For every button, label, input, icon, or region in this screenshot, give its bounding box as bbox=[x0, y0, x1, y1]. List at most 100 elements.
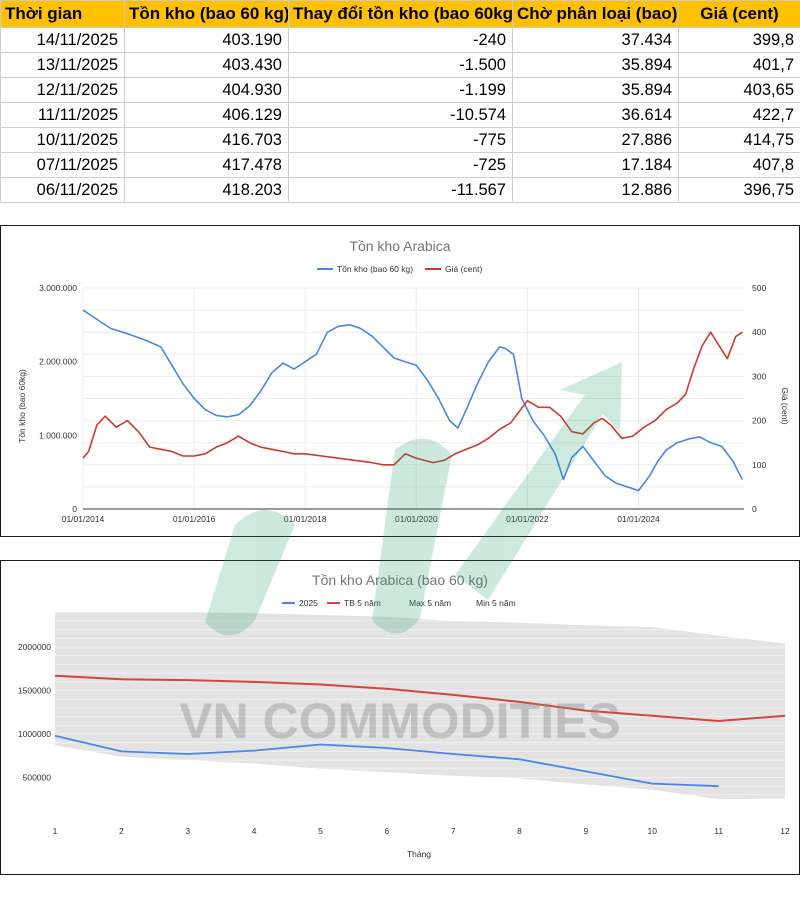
chart-2-x-axis-label: Tháng bbox=[407, 849, 431, 859]
y2-tick-label: 500 bbox=[752, 283, 766, 293]
table-row: 13/11/2025 403.430 -1.500 35.894 401,7 bbox=[0, 52, 800, 78]
x-tick-label: 01/01/2014 bbox=[62, 514, 105, 524]
chart-arabica-seasonal: Tồn kho Arabica (bao 60 kg) 2025 TB 5 nă… bbox=[0, 560, 800, 875]
cell-price: 407,8 bbox=[678, 152, 800, 178]
header-time: Thời gian bbox=[0, 0, 125, 28]
x-tick-label: 9 bbox=[584, 826, 589, 836]
cell-pending: 17.184 bbox=[512, 152, 679, 178]
series-line-5yr-avg bbox=[54, 674, 786, 722]
cell-price: 401,7 bbox=[678, 52, 800, 78]
series-line-stock bbox=[82, 309, 744, 492]
cell-stock: 404.930 bbox=[124, 77, 289, 103]
x-tick-label: 01/01/2020 bbox=[395, 514, 438, 524]
table-row: 07/11/2025 417.478 -725 17.184 407,8 bbox=[0, 152, 800, 178]
cell-stock: 418.203 bbox=[124, 177, 289, 203]
legend-label-stock: Tồn kho (bao 60 kg) bbox=[337, 264, 413, 274]
y-tick-label: 1000000 bbox=[18, 729, 51, 739]
x-tick-label: 4 bbox=[252, 826, 257, 836]
cell-price: 414,75 bbox=[678, 127, 800, 153]
cell-change: -725 bbox=[288, 152, 513, 178]
cell-stock: 403.190 bbox=[124, 27, 289, 53]
chart-1-grid bbox=[82, 287, 744, 510]
header-pending-grading: Chờ phân loại (bao) bbox=[512, 0, 679, 28]
y-tick-label: 2.000.000 bbox=[39, 357, 77, 367]
x-tick-label: 3 bbox=[185, 826, 190, 836]
x-tick-label: 7 bbox=[451, 826, 456, 836]
x-tick-label: 2 bbox=[119, 826, 124, 836]
table-row: 12/11/2025 404.930 -1.199 35.894 403,65 bbox=[0, 77, 800, 103]
x-tick-label: 11 bbox=[714, 826, 723, 836]
cell-pending: 35.894 bbox=[512, 52, 679, 78]
header-price: Giá (cent) bbox=[678, 0, 800, 28]
cell-date: 07/11/2025 bbox=[0, 152, 125, 178]
chart-1-svg: Tồn kho Arabica Tồn kho (bao 60 kg) Giá … bbox=[17, 238, 790, 524]
x-tick-label: 01/01/2016 bbox=[173, 514, 216, 524]
cell-date: 13/11/2025 bbox=[0, 52, 125, 78]
chart-arabica-stock-history: Tồn kho Arabica Tồn kho (bao 60 kg) Giá … bbox=[0, 225, 800, 537]
min-max-band bbox=[55, 612, 785, 800]
cell-date: 06/11/2025 bbox=[0, 177, 125, 203]
table-header: Thời gian Tồn kho (bao 60 kg) Thay đổi t… bbox=[0, 0, 800, 28]
x-tick-label: 01/01/2018 bbox=[284, 514, 327, 524]
cell-stock: 406.129 bbox=[124, 102, 289, 128]
cell-price: 399,8 bbox=[678, 27, 800, 53]
chart-2-x-axis: 1 2 3 4 5 6 7 8 9 10 11 12 bbox=[53, 826, 790, 836]
legend-label-2025: 2025 bbox=[299, 598, 318, 608]
y2-tick-label: 0 bbox=[752, 504, 757, 514]
chart-1-legend: Tồn kho (bao 60 kg) Giá (cent) bbox=[317, 264, 482, 274]
cell-stock: 403.430 bbox=[124, 52, 289, 78]
y-tick-label: 500000 bbox=[23, 773, 52, 783]
cell-stock: 417.478 bbox=[124, 152, 289, 178]
header-stock-change: Thay đổi tồn kho (bao 60kg) bbox=[288, 0, 513, 28]
stock-table: Thời gian Tồn kho (bao 60 kg) Thay đổi t… bbox=[0, 0, 800, 203]
chart-1-left-axis: 0 1.000.000 2.000.000 3.000.000 bbox=[39, 283, 77, 514]
series-line-2025 bbox=[54, 734, 719, 788]
chart-2-legend: 2025 TB 5 năm Max 5 năm Min 5 năm bbox=[282, 598, 516, 608]
x-tick-label: 01/01/2024 bbox=[617, 514, 660, 524]
cell-change: -1.500 bbox=[288, 52, 513, 78]
series-line-price bbox=[82, 331, 743, 466]
cell-change: -10.574 bbox=[288, 102, 513, 128]
chart-1-x-axis: 01/01/2014 01/01/2016 01/01/2018 01/01/2… bbox=[62, 514, 660, 524]
legend-label-price: Giá (cent) bbox=[445, 264, 482, 274]
x-tick-label: 5 bbox=[318, 826, 323, 836]
x-tick-label: 12 bbox=[780, 826, 790, 836]
chart-1-title: Tồn kho Arabica bbox=[349, 238, 450, 254]
cell-change: -11.567 bbox=[288, 177, 513, 203]
table-row: 11/11/2025 406.129 -10.574 36.614 422,7 bbox=[0, 102, 800, 128]
table-body: 14/11/2025 403.190 -240 37.434 399,8 13/… bbox=[0, 27, 800, 203]
cell-pending: 27.886 bbox=[512, 127, 679, 153]
chart-1-y-axis-label: Tồn kho (bao 60kg) bbox=[17, 369, 27, 443]
cell-price: 403,65 bbox=[678, 77, 800, 103]
chart-2-title: Tồn kho Arabica (bao 60 kg) bbox=[312, 572, 488, 588]
chart-2-grid bbox=[55, 620, 785, 813]
chart-2-svg: Tồn kho Arabica (bao 60 kg) 2025 TB 5 nă… bbox=[18, 572, 790, 859]
cell-price: 422,7 bbox=[678, 102, 800, 128]
table-row: 06/11/2025 418.203 -11.567 12.886 396,75 bbox=[0, 177, 800, 203]
table-row: 10/11/2025 416.703 -775 27.886 414,75 bbox=[0, 127, 800, 153]
x-tick-label: 6 bbox=[384, 826, 389, 836]
y-tick-label: 1.000.000 bbox=[39, 430, 77, 440]
cell-change: -1.199 bbox=[288, 77, 513, 103]
y2-tick-label: 400 bbox=[752, 327, 766, 337]
cell-pending: 35.894 bbox=[512, 77, 679, 103]
x-tick-label: 1 bbox=[53, 826, 58, 836]
y2-tick-label: 300 bbox=[752, 371, 766, 381]
y-tick-label: 3.000.000 bbox=[39, 283, 77, 293]
cell-date: 14/11/2025 bbox=[0, 27, 125, 53]
cell-pending: 37.434 bbox=[512, 27, 679, 53]
chart-2-y-axis: 500000 1000000 1500000 2000000 bbox=[18, 642, 51, 782]
header-stock: Tồn kho (bao 60 kg) bbox=[124, 0, 289, 28]
cell-change: -775 bbox=[288, 127, 513, 153]
y-tick-label: 2000000 bbox=[18, 642, 51, 652]
cell-pending: 36.614 bbox=[512, 102, 679, 128]
table-row: 14/11/2025 403.190 -240 37.434 399,8 bbox=[0, 27, 800, 53]
x-tick-label: 10 bbox=[648, 826, 658, 836]
legend-label-max: Max 5 năm bbox=[409, 598, 451, 608]
legend-label-min: Min 5 năm bbox=[476, 598, 516, 608]
x-tick-label: 8 bbox=[517, 826, 522, 836]
table-header-row: Thời gian Tồn kho (bao 60 kg) Thay đổi t… bbox=[0, 0, 800, 28]
cell-pending: 12.886 bbox=[512, 177, 679, 203]
y-tick-label: 1500000 bbox=[18, 686, 51, 696]
x-tick-label: 01/01/2022 bbox=[506, 514, 549, 524]
